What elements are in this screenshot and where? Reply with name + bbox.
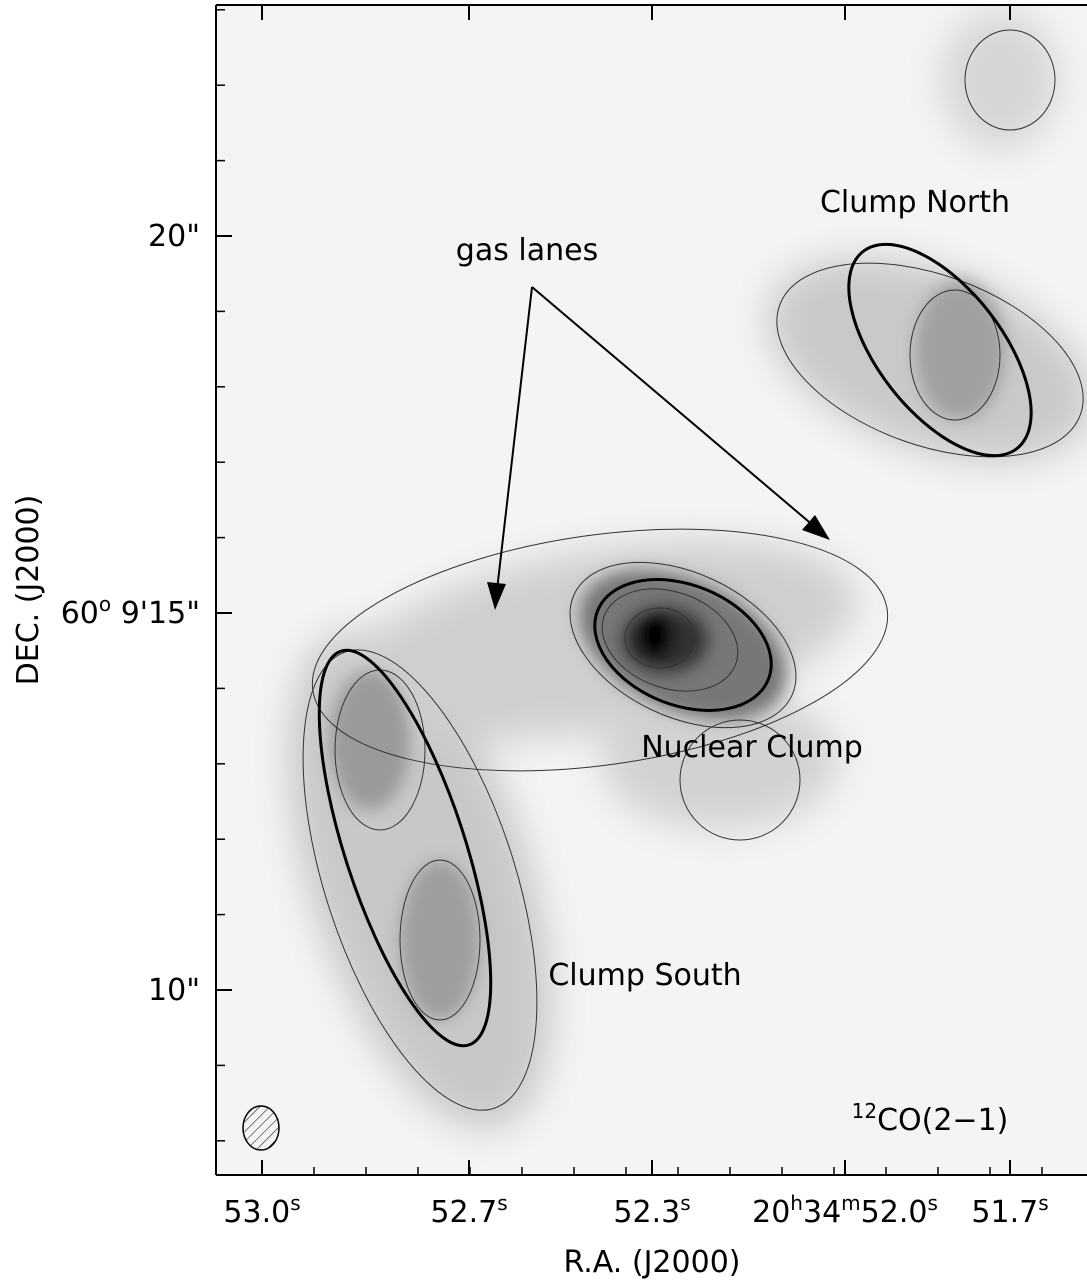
label-part: 52.7 (430, 1195, 497, 1230)
label-part: 20 (752, 1195, 790, 1230)
x-tick-label: 53.0s (223, 1191, 300, 1230)
label-part: s (497, 1191, 507, 1215)
label-part: 34 (803, 1195, 841, 1230)
label-part: CO(2−1) (877, 1103, 1008, 1138)
y-tick-label: 60o 9'15" (61, 592, 200, 631)
beam (242, 1105, 280, 1151)
label-part: 10" (148, 973, 200, 1008)
region-ellipses (317, 242, 1033, 1048)
label-part: s (290, 1191, 300, 1215)
clump-south-ellipse (317, 648, 493, 1048)
annotation: Nuclear Clump (641, 730, 863, 765)
x-tick-label: 52.3s (613, 1191, 690, 1230)
y-axis-label: DEC. (J2000) (11, 495, 46, 686)
label-part: h (790, 1191, 803, 1215)
x-axis-label: R.A. (J2000) (564, 1245, 741, 1280)
annotation: Clump South (548, 958, 741, 993)
x-tick-label: 52.7s (430, 1191, 507, 1230)
annotation: gas lanes (456, 233, 598, 268)
label-part: 53.0 (223, 1195, 290, 1230)
contours (302, 29, 1084, 1111)
label-part: s (1038, 1191, 1048, 1215)
label-part: 52.0 (861, 1195, 928, 1230)
clump-north-ellipse (847, 242, 1033, 458)
nuclear-ellipse (593, 578, 773, 712)
label-part: o (99, 592, 111, 616)
x-tick-label: 51.7s (971, 1191, 1048, 1230)
label-part: 20" (148, 219, 200, 254)
annotation: Clump North (820, 185, 1010, 220)
y-tick-label: 20" (148, 219, 200, 254)
label-part: s (927, 1191, 937, 1215)
label-part: 9'15" (111, 596, 200, 631)
intensity-map (216, 6, 1087, 1174)
x-tick-label: 20h34m52.0s (752, 1191, 938, 1230)
label-part: 12 (852, 1099, 877, 1123)
label-part: 51.7 (971, 1195, 1038, 1230)
arrows (487, 286, 830, 610)
label-part: m (841, 1191, 860, 1215)
frame (215, 4, 1087, 1176)
line-label: 12CO(2−1) (852, 1099, 1009, 1138)
label-part: 52.3 (613, 1195, 680, 1230)
label-part: s (680, 1191, 690, 1215)
label-part: 60 (61, 596, 99, 631)
y-tick-label: 10" (148, 973, 200, 1008)
